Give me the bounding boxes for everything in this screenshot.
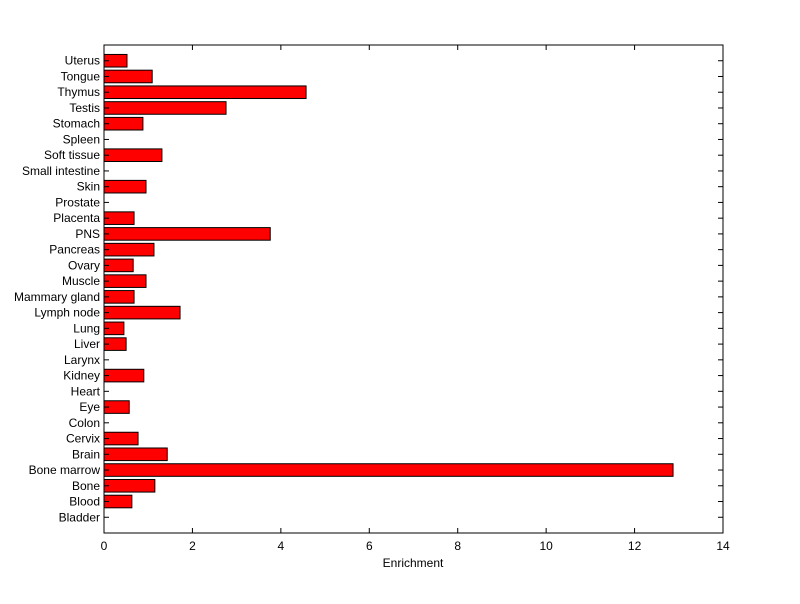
y-tick-label: Blood bbox=[69, 495, 100, 509]
y-tick-label: Soft tissue bbox=[44, 148, 100, 162]
x-tick-label: 10 bbox=[539, 539, 553, 553]
bar-kidney bbox=[103, 368, 145, 383]
y-tick-label: PNS bbox=[75, 227, 100, 241]
y-tick-label: Heart bbox=[71, 384, 101, 398]
x-tick-label: 14 bbox=[716, 539, 730, 553]
x-axis-label: Enrichment bbox=[383, 556, 444, 570]
bar-bone bbox=[103, 478, 156, 493]
y-tick-label: Tongue bbox=[61, 69, 101, 83]
y-tick-label: Lymph node bbox=[34, 306, 100, 320]
y-tick-label: Bladder bbox=[59, 510, 100, 524]
bar-muscle bbox=[103, 274, 147, 288]
bar-tongue bbox=[103, 69, 153, 84]
x-tick-label: 6 bbox=[366, 539, 373, 553]
y-tick-label: Pancreas bbox=[49, 243, 100, 257]
bar-testis bbox=[103, 101, 227, 115]
y-tick-label: Bone bbox=[72, 479, 100, 493]
bar-brain bbox=[103, 447, 168, 462]
y-tick-label: Colon bbox=[69, 416, 100, 430]
plot-frame bbox=[103, 44, 724, 534]
y-tick-label: Bone marrow bbox=[29, 463, 101, 477]
bar-skin bbox=[103, 179, 147, 194]
y-tick-label: Testis bbox=[69, 101, 100, 115]
bar-stomach bbox=[103, 116, 144, 131]
y-tick-label: Thymus bbox=[57, 85, 100, 99]
y-tick-label: Stomach bbox=[53, 117, 100, 131]
y-tick-label: Small intestine bbox=[22, 164, 100, 178]
bar-thymus bbox=[103, 85, 307, 100]
y-tick-label: Liver bbox=[74, 337, 100, 351]
y-tick-label: Uterus bbox=[65, 54, 100, 68]
bar-bone-marrow bbox=[103, 463, 674, 477]
y-tick-label: Spleen bbox=[63, 132, 100, 146]
y-tick-label: Placenta bbox=[53, 211, 100, 225]
y-tick-label: Lung bbox=[73, 321, 100, 335]
bar-cervix bbox=[103, 431, 139, 446]
y-tick-label: Mammary gland bbox=[14, 290, 100, 304]
y-tick-label: Kidney bbox=[63, 369, 100, 383]
bar-pns bbox=[103, 227, 271, 241]
y-tick-label: Ovary bbox=[68, 258, 100, 272]
y-tick-label: Cervix bbox=[66, 432, 100, 446]
bar-pancreas bbox=[103, 242, 155, 257]
bar-soft-tissue bbox=[103, 148, 163, 162]
x-tick-label: 4 bbox=[278, 539, 285, 553]
x-tick-label: 8 bbox=[454, 539, 461, 553]
y-tick-label: Brain bbox=[72, 447, 100, 461]
x-tick-label: 12 bbox=[628, 539, 642, 553]
y-tick-label: Muscle bbox=[62, 274, 100, 288]
y-tick-label: Larynx bbox=[64, 353, 100, 367]
bar-lymph-node bbox=[103, 305, 181, 320]
y-tick-label: Prostate bbox=[55, 195, 100, 209]
x-tick-label: 0 bbox=[101, 539, 108, 553]
y-tick-label: Eye bbox=[79, 400, 100, 414]
y-tick-label: Skin bbox=[77, 180, 100, 194]
x-tick-label: 2 bbox=[189, 539, 196, 553]
